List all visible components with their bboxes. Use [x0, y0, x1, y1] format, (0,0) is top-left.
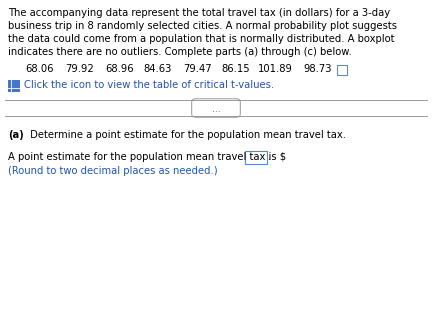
Text: A point estimate for the population mean travel tax is $: A point estimate for the population mean… [8, 152, 286, 162]
Text: 79.47: 79.47 [183, 64, 212, 74]
Text: ...: ... [212, 105, 220, 113]
Text: 68.96: 68.96 [105, 64, 133, 74]
Text: (Round to two decimal places as needed.): (Round to two decimal places as needed.) [8, 166, 218, 176]
Text: The accompanying data represent the total travel tax (in dollars) for a 3-day: The accompanying data represent the tota… [8, 8, 390, 18]
Text: 86.15: 86.15 [221, 64, 250, 74]
Text: business trip in 8 randomly selected cities. A normal probability plot suggests: business trip in 8 randomly selected cit… [8, 21, 397, 31]
Text: the data could come from a population that is normally distributed. A boxplot: the data could come from a population th… [8, 34, 394, 44]
Text: .: . [268, 152, 271, 162]
Text: 101.89: 101.89 [258, 64, 293, 74]
Text: 84.63: 84.63 [143, 64, 172, 74]
Text: (a): (a) [8, 130, 24, 140]
Text: indicates there are no outliers. Complete parts (a) through (c) below.: indicates there are no outliers. Complet… [8, 47, 352, 57]
Text: 68.06: 68.06 [25, 64, 54, 74]
Text: 98.73: 98.73 [303, 64, 331, 74]
Text: Determine a point estimate for the population mean travel tax.: Determine a point estimate for the popul… [27, 130, 346, 140]
Text: Click the icon to view the table of critical t-values.: Click the icon to view the table of crit… [24, 80, 274, 90]
Text: 79.92: 79.92 [65, 64, 94, 74]
